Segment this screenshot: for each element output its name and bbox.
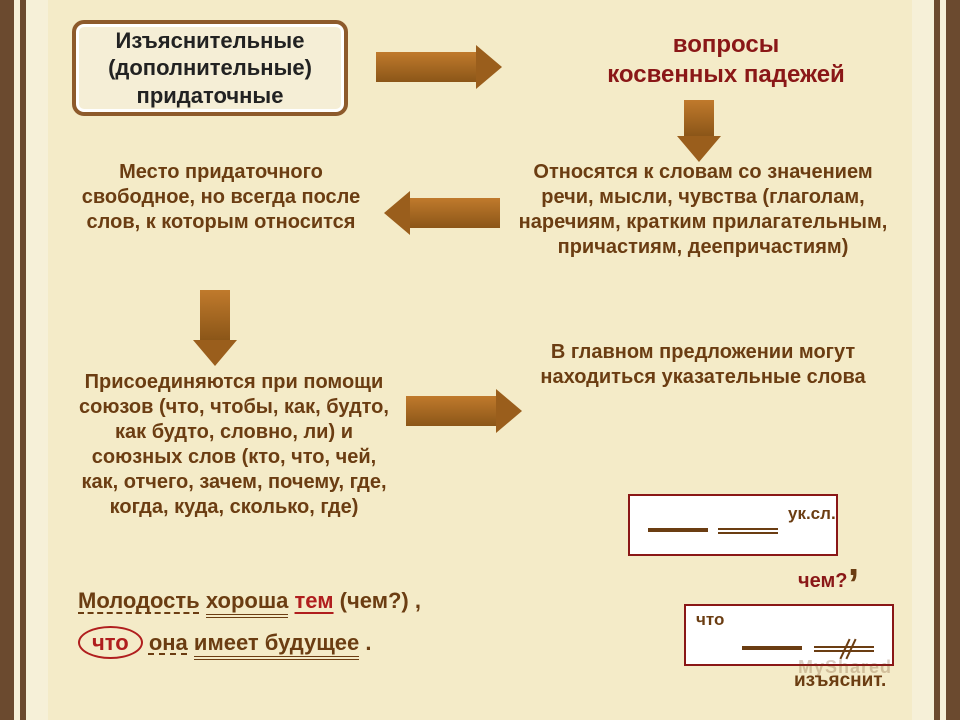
- ex-predicate: хороша: [206, 588, 289, 618]
- arrow-4-head-icon: [193, 340, 237, 366]
- arrow-1-shaft: [376, 52, 476, 82]
- example-sentence: Молодость хороша тем (чем?) , что она им…: [78, 580, 421, 664]
- example-line-2: что она имеет будущее .: [78, 622, 421, 664]
- block-low-left: Присоединяются при помощи союзов (что, ч…: [76, 370, 392, 520]
- title-tab: Изъяснительные (дополнительные) придаточ…: [72, 20, 348, 116]
- schema-main-subj-icon: [648, 528, 708, 532]
- ex-dem-word: тем: [295, 588, 334, 613]
- arrow-3-head-icon: [384, 191, 410, 235]
- schema-sub-pred-icon: [814, 646, 874, 652]
- title-text: Изъяснительные (дополнительные) придаточ…: [76, 27, 344, 110]
- block-low-right: В главном предложении могут находиться у…: [528, 340, 878, 390]
- ex-tail1: ,: [415, 588, 421, 613]
- ex-tail2: .: [365, 630, 371, 655]
- ex-subj2: она: [149, 630, 188, 655]
- arrow-1-head-icon: [476, 45, 502, 89]
- example-line-1: Молодость хороша тем (чем?) ,: [78, 580, 421, 622]
- arrow-5-head-icon: [496, 389, 522, 433]
- schema-comma: ,: [848, 540, 859, 585]
- schema-sub-conj: что: [696, 610, 724, 630]
- block-low-right-text: В главном предложении могут находиться у…: [540, 341, 865, 388]
- schema-main-box: ук.сл.: [628, 494, 838, 556]
- arrow-5-shaft: [406, 396, 496, 426]
- block-mid-right-text: Относятся к словам со значением речи, мы…: [519, 161, 888, 258]
- block-top-right: вопросы косвенных падежей: [568, 30, 884, 90]
- schema-main-label: ук.сл.: [788, 504, 836, 524]
- block-mid-left-text: Место придаточного свободное, но всегда …: [82, 161, 360, 233]
- schema-main-pred-icon: [718, 528, 778, 534]
- arrow-2-head-icon: [677, 136, 721, 162]
- watermark: MyShared: [798, 657, 892, 678]
- schema-question: чем?: [798, 570, 847, 593]
- schema-sub-subj-icon: [742, 646, 802, 650]
- ex-subject: Молодость: [78, 588, 200, 613]
- ex-conj: что: [78, 626, 143, 659]
- arrow-3-shaft: [410, 198, 500, 228]
- ex-question: (чем?): [340, 588, 409, 613]
- block-top-right-text: вопросы косвенных падежей: [607, 31, 845, 88]
- block-low-left-text: Присоединяются при помощи союзов (что, ч…: [79, 371, 389, 518]
- block-mid-left: Место придаточного свободное, но всегда …: [76, 160, 366, 235]
- arrow-4-shaft: [200, 290, 230, 340]
- ex-pred2: имеет будущее: [194, 630, 359, 660]
- arrow-2-shaft: [684, 100, 714, 136]
- block-mid-right: Относятся к словам со значением речи, мы…: [518, 160, 888, 260]
